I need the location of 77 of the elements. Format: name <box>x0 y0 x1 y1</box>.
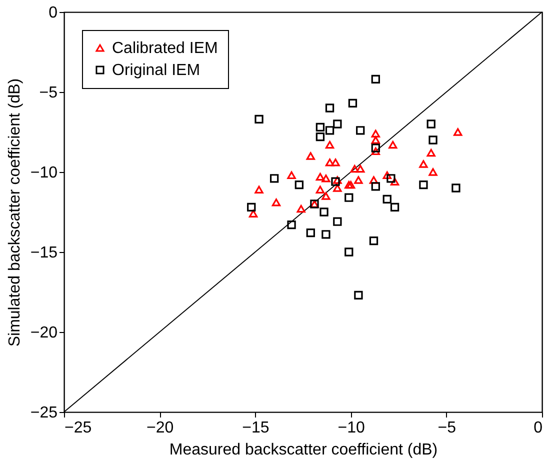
point <box>272 198 281 206</box>
point <box>322 192 330 200</box>
point <box>316 132 325 142</box>
point <box>354 290 363 300</box>
x-tick-label: −5 <box>438 420 456 436</box>
y-tick-label: −25 <box>30 404 58 422</box>
point <box>371 144 380 152</box>
point <box>348 98 358 108</box>
point <box>325 140 334 149</box>
point <box>356 126 365 135</box>
point <box>452 184 460 192</box>
point <box>369 236 378 246</box>
point <box>419 160 428 168</box>
point <box>331 177 340 186</box>
point <box>331 158 340 166</box>
point <box>454 128 462 136</box>
x-tick-label: −10 <box>338 420 365 436</box>
point <box>371 147 380 156</box>
y-axis-title: Simulated backscatter coefficient (dB) <box>6 78 24 347</box>
point <box>333 120 342 128</box>
point <box>316 122 325 132</box>
point <box>325 126 334 135</box>
point <box>296 204 306 213</box>
point <box>428 136 438 144</box>
y-tick-label: 0 <box>48 4 58 22</box>
point <box>426 120 436 128</box>
point <box>316 186 325 194</box>
legend-label: Calibrated IEM <box>112 40 218 57</box>
point <box>419 180 428 190</box>
point <box>428 168 438 176</box>
legend-label: Original IEM <box>112 62 200 79</box>
point <box>390 178 400 186</box>
point <box>306 152 315 160</box>
point <box>287 220 296 230</box>
point <box>371 74 380 84</box>
point <box>344 193 354 202</box>
point <box>306 228 315 238</box>
point <box>325 104 334 112</box>
point <box>371 182 380 191</box>
point <box>322 174 330 182</box>
y-tick-label: −10 <box>30 164 58 182</box>
point <box>325 158 334 166</box>
point <box>346 180 356 189</box>
point <box>386 174 396 183</box>
x-axis-title: Measured backscatter coefficient (dB) <box>169 442 438 458</box>
point <box>382 171 392 180</box>
point <box>333 217 342 226</box>
point <box>344 180 354 189</box>
point <box>248 210 258 218</box>
point <box>320 208 328 216</box>
point <box>254 186 264 194</box>
point <box>388 140 398 149</box>
point <box>254 114 264 124</box>
point <box>390 202 400 212</box>
point <box>270 174 279 183</box>
point <box>350 164 359 173</box>
point <box>344 248 354 256</box>
point <box>369 176 378 184</box>
x-tick-label: −15 <box>242 420 270 436</box>
point <box>371 136 380 144</box>
y-tick-label: −20 <box>30 324 58 342</box>
point <box>294 180 304 190</box>
point <box>382 194 392 204</box>
y-tick-label: −15 <box>30 244 58 262</box>
point <box>316 172 325 181</box>
point <box>426 148 436 157</box>
x-tick-label: 0 <box>534 420 543 436</box>
x-tick-label: −25 <box>64 420 92 436</box>
point <box>287 171 296 180</box>
point <box>371 130 380 138</box>
point <box>247 202 256 212</box>
point <box>333 184 342 192</box>
point <box>356 164 365 173</box>
point <box>354 176 363 184</box>
y-tick-label: −5 <box>39 84 58 102</box>
x-tick-label: −20 <box>146 420 174 436</box>
point <box>322 230 330 239</box>
